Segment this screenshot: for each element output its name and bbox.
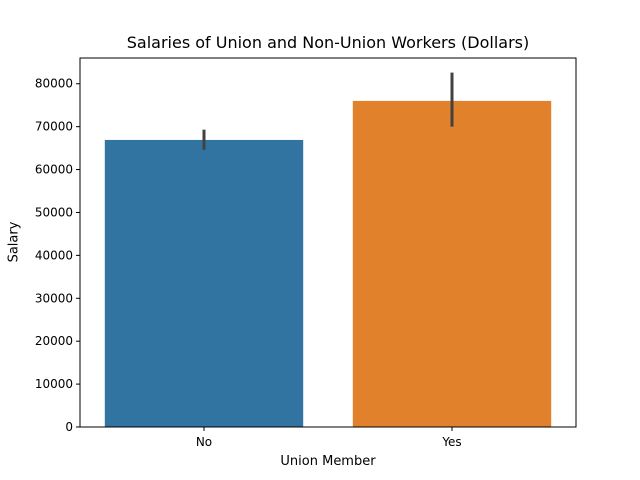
chart-title: Salaries of Union and Non-Union Workers … [126, 33, 530, 52]
y-tick-label: 40000 [35, 248, 73, 262]
y-tick-label: 60000 [35, 163, 73, 177]
y-tick-label: 0 [65, 420, 73, 434]
x-axis-label: Union Member [280, 454, 376, 469]
y-tick-label: 50000 [35, 205, 73, 219]
x-tick-label: Yes [441, 435, 461, 449]
bar-no [104, 139, 304, 427]
y-tick-label: 20000 [35, 334, 73, 348]
y-tick-label: 10000 [35, 377, 73, 391]
axes-frame [79, 57, 577, 428]
y-tick-label: 30000 [35, 291, 73, 305]
y-tick-label: 70000 [35, 120, 73, 134]
x-tick-label: No [196, 435, 212, 449]
bar-yes [352, 100, 552, 427]
y-tick-label: 80000 [35, 77, 73, 91]
